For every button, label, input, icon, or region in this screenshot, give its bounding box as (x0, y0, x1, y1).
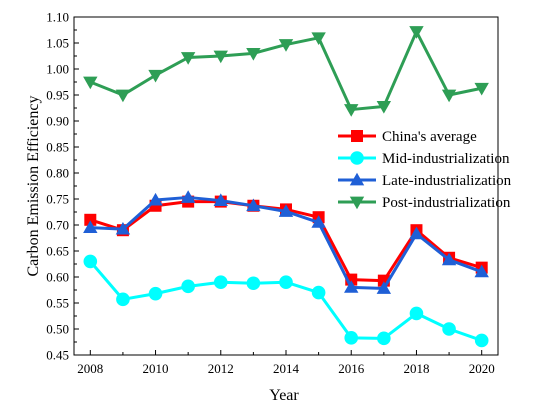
data-point (311, 215, 326, 228)
legend-item: Post-industrialization (338, 195, 511, 211)
data-point (409, 306, 424, 321)
legend-marker (349, 172, 365, 186)
y-tick-label: 1.10 (46, 10, 69, 25)
data-point (180, 52, 196, 65)
y-tick-label: 1.05 (46, 36, 69, 51)
series-mid-industrialization (83, 254, 489, 348)
x-tick-label: 2020 (469, 361, 495, 376)
y-tick-label: 1.00 (46, 62, 69, 77)
data-point (115, 221, 131, 235)
data-point (278, 39, 294, 52)
data-point (376, 101, 392, 114)
y-tick-label: 0.85 (46, 140, 69, 155)
legend-label: Post-industrialization (382, 195, 511, 211)
data-point (278, 204, 294, 217)
data-point (409, 226, 424, 240)
data-point (311, 285, 326, 300)
data-point (474, 333, 489, 348)
data-point (148, 69, 163, 83)
data-point (344, 331, 359, 345)
data-point (148, 192, 163, 206)
data-point (246, 276, 261, 291)
data-point (83, 76, 98, 90)
x-tick-label: 2016 (338, 361, 365, 376)
data-point (409, 26, 424, 39)
data-point (213, 193, 228, 206)
x-tick-label: 2018 (403, 361, 429, 376)
data-point (279, 275, 293, 290)
data-point (376, 281, 392, 294)
data-point (84, 213, 97, 226)
data-point (441, 252, 457, 266)
legend-marker (349, 196, 365, 210)
series-layer (83, 26, 489, 348)
data-point (344, 104, 359, 117)
legend-marker (351, 130, 363, 142)
legend-marker (350, 151, 364, 165)
y-tick-label: 0.90 (46, 114, 69, 129)
y-tick-label: 0.60 (46, 270, 69, 285)
chart-axes: 2008 2010 2012 2014 2016 2018 2020 0.45 0.50 0.55… (46, 10, 499, 376)
data-point (246, 198, 261, 212)
data-point (377, 331, 391, 346)
y-axis-label: Carbon Emission Efficiency (25, 96, 42, 277)
data-point (442, 322, 456, 336)
y-tick-label: 0.95 (46, 88, 69, 103)
data-point (181, 279, 195, 294)
y-tick-label: 0.55 (46, 296, 69, 311)
data-point (311, 32, 326, 45)
legend-item: Mid-industrialization (338, 151, 510, 167)
x-tick-label: 2008 (77, 361, 103, 376)
series-line (89, 260, 483, 342)
x-tick-label: 2010 (143, 361, 169, 376)
data-point (474, 264, 489, 278)
data-point (474, 82, 489, 96)
data-point (180, 190, 196, 203)
legend-label: Mid-industrialization (382, 151, 510, 167)
chart-legend: China's average Mid-industrialization Late… (338, 129, 512, 211)
legend-item: China's average (338, 129, 477, 145)
data-point (115, 89, 131, 103)
series-post-industrialization (83, 26, 489, 117)
data-point (213, 275, 228, 290)
legend-label: China's average (382, 129, 477, 145)
data-point (148, 286, 163, 301)
data-point (213, 50, 228, 64)
y-tick-label: 0.75 (46, 192, 69, 207)
y-tick-label: 0.50 (46, 322, 69, 337)
legend-item: Late-industrialization (338, 172, 512, 189)
y-tick-label: 0.70 (46, 218, 69, 233)
data-point (441, 89, 457, 103)
data-point (246, 48, 261, 61)
y-tick-label: 0.80 (46, 166, 69, 181)
x-tick-label: 2012 (208, 361, 234, 376)
y-tick-label: 0.45 (46, 348, 69, 363)
data-point (83, 254, 98, 269)
legend-label: Late-industrialization (382, 173, 512, 189)
data-point (116, 292, 130, 307)
x-axis-label: Year (269, 387, 299, 404)
y-tick-label: 0.65 (46, 244, 69, 259)
data-point (83, 220, 98, 233)
series-late-industrialization (83, 190, 489, 294)
x-tick-label: 2014 (273, 361, 300, 376)
data-point (344, 280, 359, 293)
